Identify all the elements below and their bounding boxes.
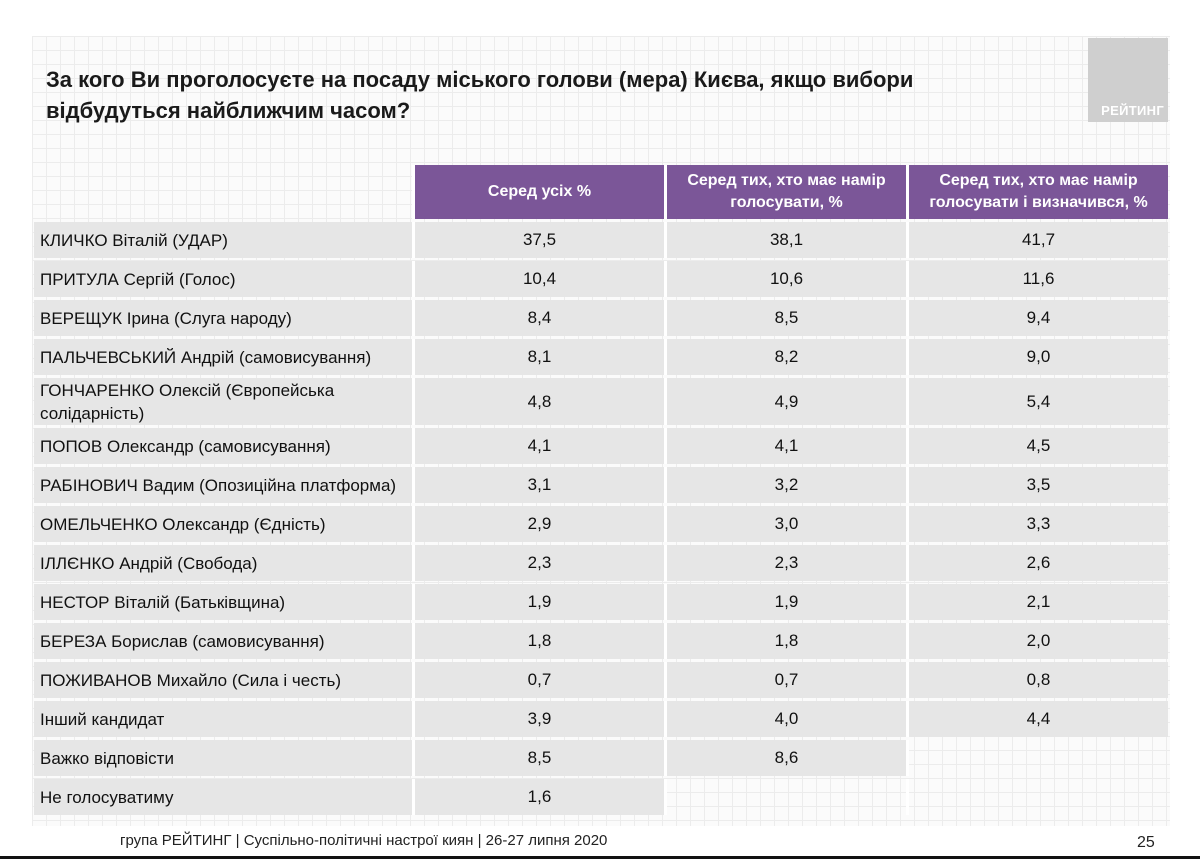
header-decided: Серед тих, хто має намір голосувати і ви… [906,165,1168,219]
percent-cell: 2,9 [412,506,664,542]
percent-cell: 3,9 [412,701,664,737]
percent-cell: 2,0 [906,623,1168,659]
bottom-rule [0,856,1200,859]
percent-cell: 4,1 [664,428,906,464]
percent-cell: 8,4 [412,300,664,336]
empty-cell [906,740,1168,776]
candidate-name: БЕРЕЗА Борислав (самовисування) [34,623,412,659]
percent-cell: 11,6 [906,261,1168,297]
percent-cell: 4,8 [412,378,664,425]
table-row: ПОПОВ Олександр (самовисування) 4,1 4,1 4,5 [34,428,1168,464]
percent-cell: 2,6 [906,545,1168,581]
candidate-name: ОМЕЛЬЧЕНКО Олександр (Єдність) [34,506,412,542]
percent-cell: 0,7 [664,662,906,698]
percent-cell: 2,1 [906,584,1168,620]
percent-cell: 1,6 [412,779,664,815]
results-table: Серед усіх % Серед тих, хто має намір го… [34,162,1168,818]
candidate-name: ПАЛЬЧЕВСЬКИЙ Андрій (самовисування) [34,339,412,375]
candidate-name: ГОНЧАРЕНКО Олексій (Європейська солідарн… [34,378,412,425]
percent-cell: 8,1 [412,339,664,375]
percent-cell: 1,8 [664,623,906,659]
percent-cell: 4,5 [906,428,1168,464]
percent-cell: 8,5 [412,740,664,776]
candidate-name: ВЕРЕЩУК Ірина (Слуга народу) [34,300,412,336]
candidate-name: РАБІНОВИЧ Вадим (Опозиційна платформа) [34,467,412,503]
percent-cell: 8,5 [664,300,906,336]
candidate-name: Інший кандидат [34,701,412,737]
table-row: Важко відповісти 8,5 8,6 [34,740,1168,776]
table-row: ІЛЛЄНКО Андрій (Свобода) 2,3 2,3 2,6 [34,545,1168,581]
candidate-name: ПОПОВ Олександр (самовисування) [34,428,412,464]
percent-cell: 9,0 [906,339,1168,375]
table-row: ПОЖИВАНОВ Михайло (Сила і честь) 0,7 0,7 0,… [34,662,1168,698]
candidate-name: ПРИТУЛА Сергій (Голос) [34,261,412,297]
percent-cell: 4,4 [906,701,1168,737]
table-row: ПАЛЬЧЕВСЬКИЙ Андрій (самовисування) 8,1 8,… [34,339,1168,375]
percent-cell: 9,4 [906,300,1168,336]
header-all: Серед усіх % [412,165,664,219]
percent-cell: 38,1 [664,222,906,258]
page-number: 25 [1137,834,1155,851]
table-row: Не голосуватиму 1,6 [34,779,1168,815]
table-row: ОМЕЛЬЧЕНКО Олександр (Єдність) 2,9 3,0 3,3 [34,506,1168,542]
table-row: ПРИТУЛА Сергій (Голос) 10,4 10,6 11,6 [34,261,1168,297]
percent-cell: 3,0 [664,506,906,542]
footer-source: група РЕЙТИНГ | Суспільно-політичні наст… [120,832,608,849]
percent-cell: 4,0 [664,701,906,737]
percent-cell: 3,3 [906,506,1168,542]
percent-cell: 10,6 [664,261,906,297]
table-row: РАБІНОВИЧ Вадим (Опозиційна платформа) 3,… [34,467,1168,503]
percent-cell: 37,5 [412,222,664,258]
table-row: БЕРЕЗА Борислав (самовисування) 1,8 1,8 2,0 [34,623,1168,659]
candidate-name: КЛИЧКО Віталій (УДАР) [34,222,412,258]
empty-cell [664,779,906,815]
percent-cell: 1,9 [412,584,664,620]
percent-cell: 8,2 [664,339,906,375]
table-row: КЛИЧКО Віталій (УДАР) 37,5 38,1 41,7 [34,222,1168,258]
candidate-name: Важко відповісти [34,740,412,776]
percent-cell: 8,6 [664,740,906,776]
percent-cell: 0,8 [906,662,1168,698]
percent-cell: 3,2 [664,467,906,503]
percent-cell: 0,7 [412,662,664,698]
candidate-name: ІЛЛЄНКО Андрій (Свобода) [34,545,412,581]
logo-text: РЕЙТИНГ [1101,103,1164,118]
percent-cell: 3,1 [412,467,664,503]
table-row: ВЕРЕЩУК Ірина (Слуга народу) 8,4 8,5 9,4 [34,300,1168,336]
table-row: Інший кандидат 3,9 4,0 4,4 [34,701,1168,737]
candidate-name: НЕСТОР Віталій (Батьківщина) [34,584,412,620]
candidate-name: ПОЖИВАНОВ Михайло (Сила і честь) [34,662,412,698]
percent-cell: 1,9 [664,584,906,620]
percent-cell: 2,3 [412,545,664,581]
percent-cell: 5,4 [906,378,1168,425]
percent-cell: 10,4 [412,261,664,297]
table-row: ГОНЧАРЕНКО Олексій (Європейська солідарн… [34,378,1168,425]
rating-logo: РЕЙТИНГ [1088,38,1168,122]
table-row: НЕСТОР Віталій (Батьківщина) 1,9 1,9 2,1 [34,584,1168,620]
header-blank [34,165,412,219]
percent-cell: 1,8 [412,623,664,659]
empty-cell [906,779,1168,815]
table-header-row: Серед усіх % Серед тих, хто має намір го… [34,165,1168,219]
page-title: За кого Ви проголосуєте на посаду місько… [46,67,914,123]
candidate-name: Не голосуватиму [34,779,412,815]
percent-cell: 4,9 [664,378,906,425]
header-intend: Серед тих, хто має намір голосувати, % [664,165,906,219]
percent-cell: 4,1 [412,428,664,464]
percent-cell: 2,3 [664,545,906,581]
percent-cell: 3,5 [906,467,1168,503]
percent-cell: 41,7 [906,222,1168,258]
